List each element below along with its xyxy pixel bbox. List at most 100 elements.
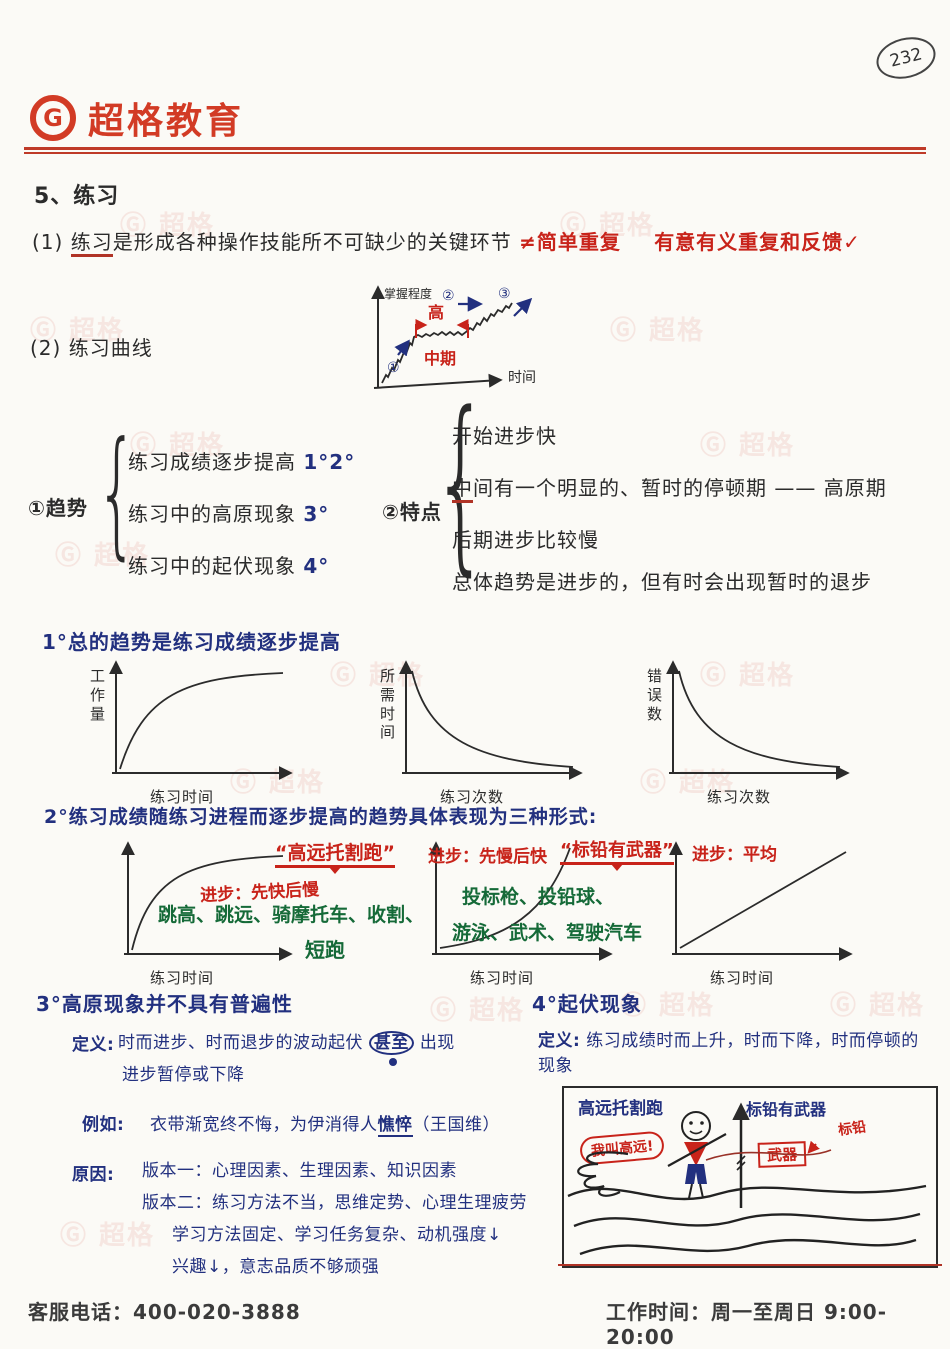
point-1-underlined: 练习 bbox=[70, 230, 113, 257]
feature-text: 总体趋势是进步的，但有时会出现暂时的退步 bbox=[452, 570, 872, 594]
examples-fast-slow-2: 短跑 bbox=[305, 938, 345, 962]
x-axis-label: 练习时间 bbox=[710, 969, 775, 987]
curve-x-label: 时间 bbox=[508, 370, 536, 386]
point-1-text: 是形成各种操作技能所不可缺少的关键环节 bbox=[112, 230, 512, 254]
x-axis-label: 练习时间 bbox=[150, 788, 215, 806]
example-underlined: 憔悴 bbox=[377, 1115, 413, 1137]
point-2: (2) 练习曲线 bbox=[30, 332, 153, 361]
practice-curve-svg: 掌握程度 时间 ① ② ③ 高 中期 bbox=[371, 285, 536, 389]
mnemonic-text: “标铅有武器” bbox=[560, 840, 674, 865]
chart-even-progress: 练习时间 bbox=[648, 836, 898, 988]
def3-label: 定义: bbox=[72, 1035, 115, 1055]
reason-line-1: 版本一：心理因素、生理因素、知识因素 bbox=[142, 1161, 457, 1181]
chart-error-count: 错误数 练习次数 bbox=[645, 655, 895, 807]
form1-heading: 1°总的趋势是练习成绩逐步提高 bbox=[42, 630, 341, 654]
feature-underlined: 中 bbox=[452, 476, 473, 503]
header-rule-bottom bbox=[24, 152, 926, 154]
point-1-label: (1) bbox=[32, 230, 64, 254]
def4-text: 练习成绩时而上升，时而下降，时而停顿的现象 bbox=[538, 1031, 919, 1076]
practice-curve-chart: 掌握程度 时间 ① ② ③ 高 中期 bbox=[368, 280, 628, 402]
stage-2-circled: ② bbox=[442, 288, 455, 304]
trend-item-text: 练习成绩逐步提高 bbox=[128, 450, 296, 474]
chart-svg bbox=[399, 660, 583, 780]
chart-svg bbox=[669, 841, 853, 961]
trend-item-3: 练习中的起伏现象 4° bbox=[128, 550, 329, 579]
def3-line1: 时而进步、时而退步的波动起伏 甚至 出现 bbox=[118, 1028, 455, 1055]
def4-label: 定义: bbox=[538, 1031, 581, 1051]
note-slow-then-fast: 进步：先慢后快 bbox=[428, 847, 547, 867]
point-2-text: 练习曲线 bbox=[68, 336, 153, 360]
watermark: Ⓖ 超格 bbox=[700, 431, 796, 461]
y-axis-label: 错误数 bbox=[647, 667, 663, 723]
trend-heading: ①趋势 bbox=[28, 496, 88, 520]
mnemonic-1: “高远托割跑” bbox=[275, 838, 395, 868]
page-number: 232 bbox=[872, 31, 940, 85]
x-axis-label: 练习次数 bbox=[440, 788, 505, 806]
cartoon-box-red-line bbox=[558, 1263, 942, 1266]
watermark: Ⓖ 超格 bbox=[430, 996, 526, 1026]
form2-heading: 2°练习成绩随练习进程而逐步提高的趋势具体表现为三种形式: bbox=[44, 806, 598, 828]
point-2-label: (2) bbox=[30, 336, 62, 360]
note-even-progress: 进步：平均 bbox=[692, 845, 777, 865]
def4-block: 定义: 练习成绩时而上升，时而下降，时而停顿的现象 bbox=[538, 1026, 930, 1076]
header-rule-top bbox=[24, 147, 926, 150]
waves-drawing bbox=[567, 1184, 927, 1256]
mnemonic-text: “高远托割跑” bbox=[275, 842, 395, 868]
chart-svg bbox=[429, 841, 613, 961]
feature-item-1: 开始进步快 bbox=[452, 420, 557, 449]
def3-circled-word: 甚至 bbox=[368, 1031, 414, 1055]
features-brace: { bbox=[432, 387, 537, 576]
cartoon-label-right: 标铅有武器 bbox=[746, 1100, 827, 1119]
def3-text-post: 出现 bbox=[419, 1033, 455, 1053]
footer-phone: 客服电话：400-020-3888 bbox=[28, 1300, 301, 1324]
x-axis-label: 练习时间 bbox=[150, 969, 215, 987]
trend-item-2: 练习中的高原现象 3° bbox=[128, 498, 329, 527]
form2-charts-row: 练习时间 练习时间 练习时间 “高远托割跑” 进步：先快后慢 跳高、跳远、骑摩托… bbox=[0, 834, 950, 994]
example-label: 例如: bbox=[82, 1115, 125, 1135]
trend-item-mark: 4° bbox=[303, 554, 330, 578]
curve-y-label: 掌握程度 bbox=[384, 286, 432, 301]
reason-line-3: 学习方法固定、学习任务复杂、动机强度↓ bbox=[172, 1225, 502, 1245]
logo-icon: G bbox=[30, 95, 76, 141]
chart-svg bbox=[666, 660, 850, 780]
feature-item-3: 后期进步比较慢 bbox=[452, 524, 599, 553]
feature-text: 开始进步快 bbox=[452, 424, 557, 448]
brace-glyph: { bbox=[96, 413, 138, 574]
trend-item-mark: 1°2° bbox=[303, 450, 356, 474]
point-1-red-note-1: ≠简单重复 bbox=[519, 230, 621, 254]
example-text: 衣带渐宽终不悔，为伊消得人憔悴（王国维） bbox=[150, 1110, 500, 1137]
trend-item-mark: 3° bbox=[303, 502, 330, 526]
features-heading: ②特点 bbox=[382, 500, 442, 524]
examples-slow-fast-1: 投标枪、投铅球、 bbox=[462, 886, 615, 908]
reason-line-2: 版本二：练习方法不当，思维定势、心理生理疲劳 bbox=[142, 1193, 527, 1213]
def3-line2: 进步暂停或下降 bbox=[122, 1065, 245, 1085]
form4-heading: 4°起伏现象 bbox=[532, 992, 642, 1016]
trend-item-text: 练习中的起伏现象 bbox=[128, 554, 296, 578]
chart-svg bbox=[109, 660, 293, 780]
point-1: (1) 练习是形成各种操作技能所不可缺少的关键环节 ≠简单重复 有意有义重复和反… bbox=[32, 226, 861, 257]
plateau-label-bottom: 中期 bbox=[424, 349, 456, 368]
form3-heading: 3°高原现象并不具有普遍性 bbox=[36, 992, 293, 1016]
trend-item-text: 练习中的高原现象 bbox=[128, 502, 296, 526]
hand-scribble bbox=[577, 1151, 629, 1197]
chart-time-needed: 所需时间 练习次数 bbox=[378, 655, 628, 807]
example-post: （王国维） bbox=[412, 1115, 500, 1135]
trend-brace: { bbox=[96, 424, 172, 590]
section-title: 5、练习 bbox=[34, 184, 120, 209]
examples-slow-fast-2: 游泳、武术、驾驶汽车 bbox=[452, 922, 643, 944]
reason-line-4: 兴趣↓，意志品质不够顽强 bbox=[172, 1257, 380, 1277]
point-1-red-note-2: 有意有义重复和反馈✓ bbox=[654, 230, 861, 254]
plateau-label-top: 高 bbox=[428, 303, 444, 322]
chart-work-amount: 工作量 练习时间 bbox=[88, 655, 338, 807]
stage-1-circled: ① bbox=[387, 360, 400, 376]
feature-text: 后期进步比较慢 bbox=[452, 528, 599, 552]
feature-item-4: 总体趋势是进步的，但有时会出现暂时的退步 bbox=[452, 566, 872, 595]
watermark: Ⓖ 超格 bbox=[60, 1221, 156, 1251]
chart-svg bbox=[121, 841, 293, 961]
stick-figure-drawing bbox=[667, 1102, 832, 1208]
chart-slow-then-fast: 练习时间 bbox=[408, 836, 658, 988]
brace-glyph: { bbox=[432, 371, 490, 593]
cartoon-box: 高远托割跑 标铅有武器 标铅 我叫高远! 武器 bbox=[558, 1086, 942, 1268]
feature-item-2: 中间有一个明显的、暂时的停顿期 —— 高原期 bbox=[452, 472, 887, 503]
chart-fast-then-slow: 练习时间 bbox=[88, 836, 338, 988]
